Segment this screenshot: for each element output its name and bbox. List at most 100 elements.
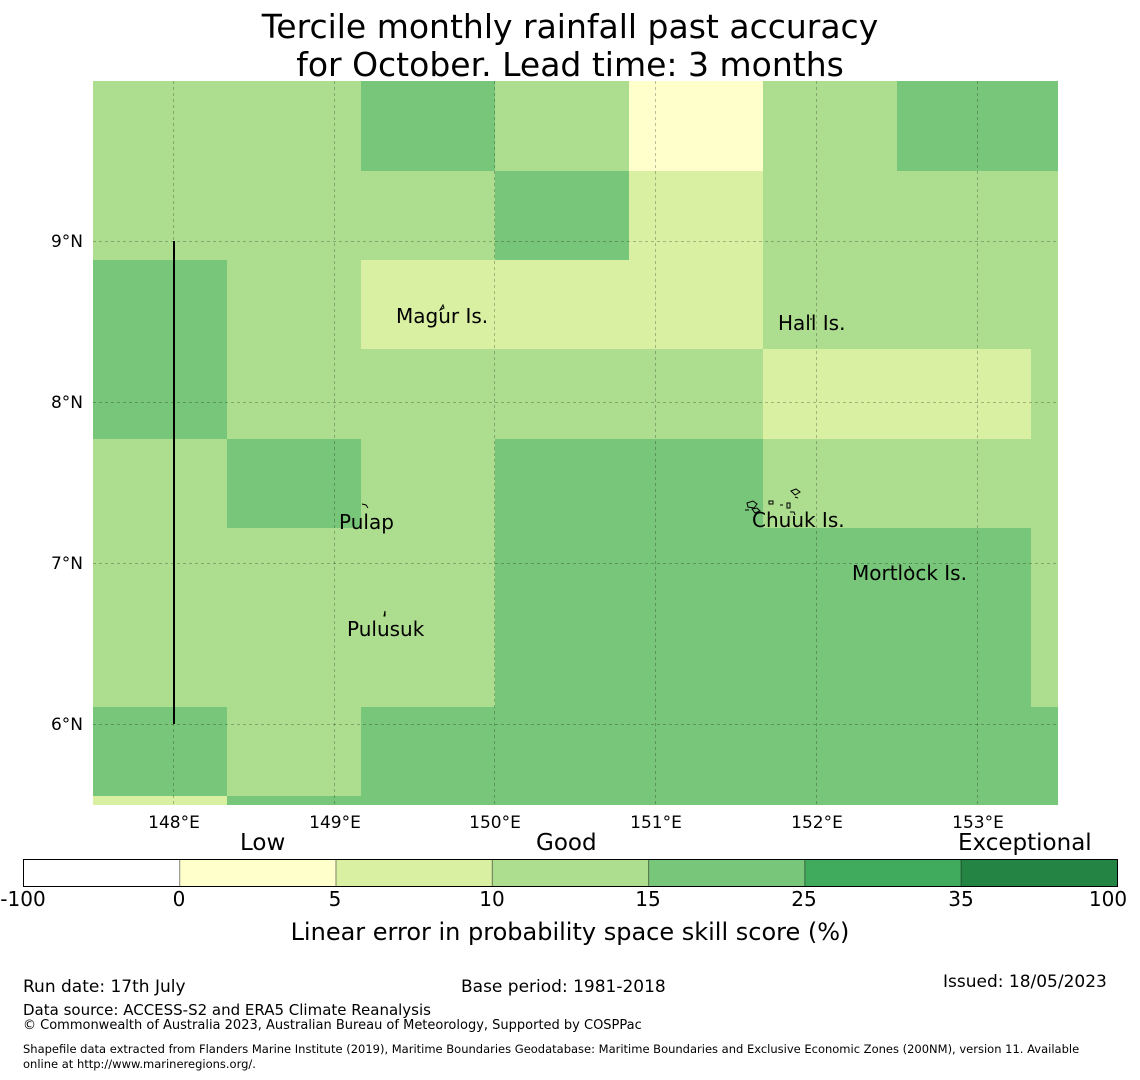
grid-cell xyxy=(629,439,763,528)
map-title-line1: Tercile monthly rainfall past accuracy xyxy=(261,7,879,46)
lon-label-148e: 148°E xyxy=(148,813,200,833)
shapefile-credit-line1: Shapefile data extracted from Flanders M… xyxy=(23,1042,1080,1056)
lon-label-152e: 152°E xyxy=(791,813,843,833)
category-low: Low xyxy=(240,830,286,856)
colorbar-frame xyxy=(23,859,1118,887)
grid-cell xyxy=(1031,707,1058,805)
shapefile-credit-line2: online at http://www.marineregions.org/. xyxy=(23,1057,256,1071)
grid-cell xyxy=(93,81,227,171)
colorbar-swatch xyxy=(335,859,493,887)
grid-cell xyxy=(93,528,227,617)
grid-cell xyxy=(763,528,897,617)
place-label-pulap: Pulap xyxy=(339,510,394,534)
grid-cell xyxy=(1031,528,1058,707)
grid-cell xyxy=(227,260,361,349)
grid-cell xyxy=(897,81,1031,171)
chuuk-island-icon xyxy=(745,488,801,516)
colorbar-swatch xyxy=(804,859,962,887)
grid-cell xyxy=(1031,171,1058,349)
grid-cell xyxy=(763,260,897,349)
colorbar-swatch xyxy=(648,859,806,887)
grid-cell xyxy=(93,796,227,805)
grid-cell xyxy=(763,617,897,707)
grid-cell xyxy=(495,528,629,617)
grid-cell xyxy=(629,528,763,617)
grid-cell xyxy=(629,617,763,707)
grid-cell xyxy=(763,349,897,439)
lon-label-149e: 149°E xyxy=(309,813,361,833)
grid-cell xyxy=(763,171,897,260)
place-label-pulusuk: Pulusuk xyxy=(347,617,425,641)
grid-cell xyxy=(897,707,1031,796)
colorbar-tick: -100 xyxy=(0,887,46,911)
grid-cell xyxy=(361,81,495,171)
grid-cell xyxy=(227,707,361,796)
lat-label-8n: 8°N xyxy=(51,393,83,413)
grid-cell xyxy=(93,349,227,439)
grid-cell xyxy=(227,796,1058,805)
grid-cell xyxy=(93,260,227,349)
skill-grid xyxy=(93,81,1058,805)
grid-cell xyxy=(763,81,897,171)
data-source: Data source: ACCESS-S2 and ERA5 Climate … xyxy=(23,1001,431,1019)
colorbar xyxy=(23,859,1119,887)
lon-label-153e: 153°E xyxy=(952,813,1004,833)
lon-label-150e: 150°E xyxy=(469,813,521,833)
colorbar-tick: 100 xyxy=(1088,887,1128,911)
pulap-island-icon xyxy=(361,503,369,509)
lat-label-6n: 6°N xyxy=(51,715,83,735)
grid-cell xyxy=(1031,349,1058,439)
grid-cell xyxy=(763,707,897,796)
place-label-chuuk: Chuuk Is. xyxy=(752,508,845,532)
colorbar-label: Linear error in probability space skill … xyxy=(290,918,850,946)
colorbar-tick: 0 xyxy=(172,887,186,911)
grid-cell xyxy=(361,617,495,707)
grid-cell xyxy=(629,349,763,439)
grid-cell xyxy=(897,260,1031,349)
grid-cell xyxy=(227,81,361,171)
category-exceptional: Exceptional xyxy=(958,830,1092,856)
grid-cell xyxy=(227,617,361,707)
grid-cell xyxy=(227,528,361,617)
colorbar-swatch xyxy=(960,859,1119,887)
grid-cell xyxy=(495,171,629,260)
colorbar-swatch xyxy=(23,859,181,887)
grid-cell xyxy=(763,439,897,528)
grid-cell xyxy=(361,171,495,260)
grid-cell xyxy=(495,81,629,171)
map-title-line2: for October. Lead time: 3 months xyxy=(296,45,844,84)
grid-cell xyxy=(361,439,495,528)
grid-cell xyxy=(361,707,495,796)
lat-label-9n: 9°N xyxy=(51,232,83,252)
grid-cell xyxy=(897,439,1031,528)
colorbar-tick: 25 xyxy=(791,887,817,911)
grid-cell xyxy=(1031,439,1058,528)
grid-cell xyxy=(897,528,1031,617)
map-gridlines xyxy=(93,81,1058,805)
grid-cell xyxy=(93,617,227,707)
base-period: Base period: 1981-2018 xyxy=(461,977,666,997)
colorbar-tick: 10 xyxy=(479,887,505,911)
grid-cell xyxy=(629,260,763,349)
grid-cell xyxy=(897,171,1031,260)
grid-cell xyxy=(93,707,227,796)
lon-label-151e: 151°E xyxy=(630,813,682,833)
grid-cell xyxy=(227,171,361,260)
grid-cell xyxy=(227,439,361,528)
issued-date: Issued: 18/05/2023 xyxy=(943,972,1107,992)
grid-cell xyxy=(495,439,629,528)
grid-cell xyxy=(93,171,227,260)
pulusuk-island-icon xyxy=(383,610,386,617)
grid-cell xyxy=(629,171,763,260)
magur-island-icon xyxy=(438,303,445,312)
run-date: Run date: 17th July xyxy=(23,977,186,997)
grid-cell xyxy=(1031,81,1058,171)
copyright: © Commonwealth of Australia 2023, Austra… xyxy=(23,1018,642,1033)
place-label-magur: Magur Is. xyxy=(396,304,488,328)
grid-cell xyxy=(629,707,763,796)
grid-cell xyxy=(495,617,629,707)
grid-cell xyxy=(93,439,227,528)
place-label-hall: Hall Is. xyxy=(778,311,845,335)
colorbar-tick: 5 xyxy=(328,887,342,911)
